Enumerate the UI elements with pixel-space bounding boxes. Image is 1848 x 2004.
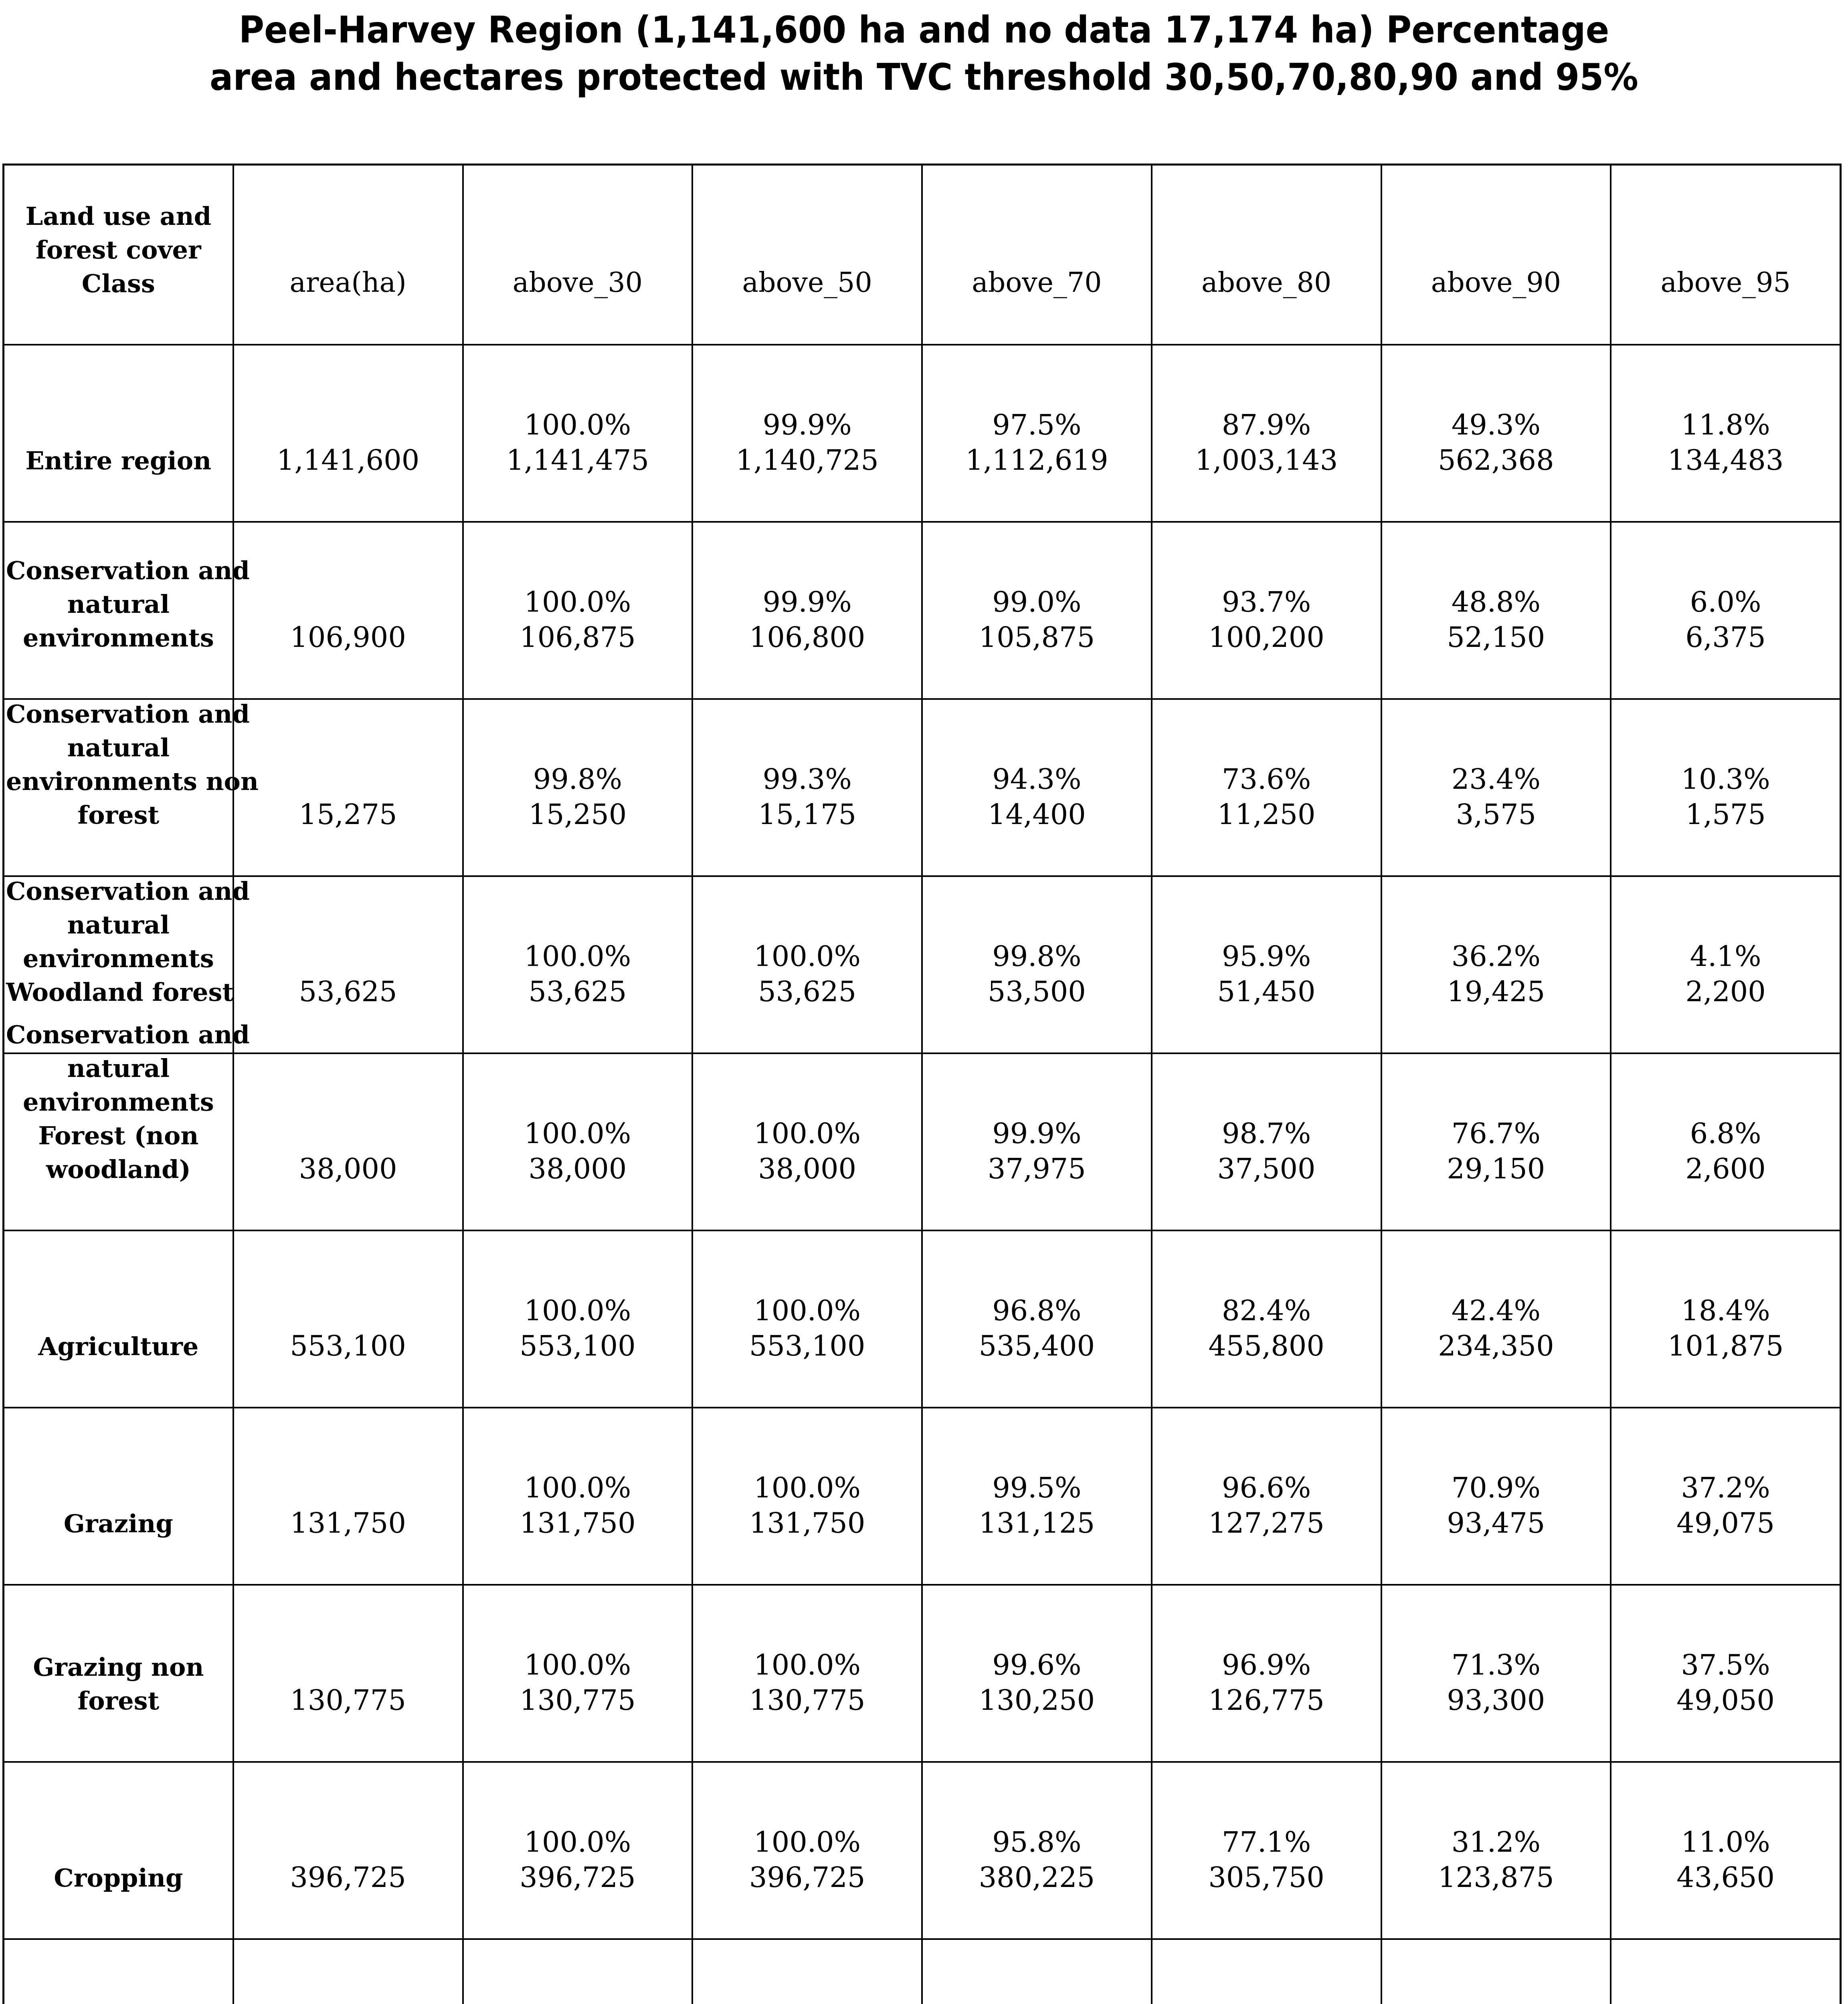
data-cell-5-above_70: 96.8% 535,400 xyxy=(922,1230,1152,1408)
data-cell-9-above_30: 100.0%24,625 xyxy=(463,1939,693,2004)
data-cell-2-above_70: 94.3% 14,400 xyxy=(922,699,1152,876)
data-cell-8-above_30: 100.0% 396,725 xyxy=(463,1762,693,1939)
row-label-6: Grazing xyxy=(4,1408,233,1585)
data-cell-6-above_95: 37.2% 49,075 xyxy=(1611,1408,1840,1585)
data-cell-8-above_70: 95.8% 380,225 xyxy=(922,1762,1152,1939)
data-cell-9-above_70: 97.7%24,050 xyxy=(922,1939,1152,2004)
data-cell-2-above_90: 23.4% 3,575 xyxy=(1381,699,1611,876)
area-cell-7: 130,775 xyxy=(233,1585,463,1762)
data-cell-1-above_70: 99.0% 105,875 xyxy=(922,522,1152,699)
row-label-0: Entire region xyxy=(4,345,233,522)
row-label-1: Conservation and natural environments xyxy=(4,522,250,699)
data-cell-6-above_90: 70.9% 93,475 xyxy=(1381,1408,1611,1585)
data-cell-6-above_30: 100.0% 131,750 xyxy=(463,1408,693,1585)
data-cell-5-above_95: 18.4% 101,875 xyxy=(1611,1230,1840,1408)
data-cell-0-above_50: 99.9% 1,140,725 xyxy=(692,345,922,522)
data-cell-4-above_95: 6.8% 2,600 xyxy=(1611,1053,1840,1230)
data-cell-0-above_70: 97.5% 1,112,619 xyxy=(922,345,1152,522)
data-cell-1-above_90: 48.8% 52,150 xyxy=(1381,522,1611,699)
data-cell-1-above_80: 93.7% 100,200 xyxy=(1151,522,1381,699)
data-cell-4-above_70: 99.9% 37,975 xyxy=(922,1053,1152,1230)
data-cell-7-above_70: 99.6% 130,250 xyxy=(922,1585,1152,1762)
data-cell-5-above_50: 100.0% 553,100 xyxy=(692,1230,922,1408)
area-cell-1: 106,900 xyxy=(233,522,463,699)
area-cell-2: 15,275 xyxy=(233,699,463,876)
data-cell-0-above_80: 87.9% 1,003,143 xyxy=(1151,345,1381,522)
page-title-line1: Peel-Harvey Region (1,141,600 ha and no … xyxy=(239,8,1609,51)
area-cell-8: 396,725 xyxy=(233,1762,463,1939)
row-label-5: Agriculture xyxy=(4,1230,233,1408)
data-cell-6-above_50: 100.0% 131,750 xyxy=(692,1408,922,1585)
row-label-8: Cropping xyxy=(4,1762,233,1939)
data-cell-5-above_30: 100.0% 553,100 xyxy=(463,1230,693,1408)
land-use-table: Land use and forest cover Class area(ha) abo… xyxy=(2,164,1842,2004)
col-header-above_30: above_30 xyxy=(463,165,693,345)
data-cell-4-above_30: 100.0% 38,000 xyxy=(463,1053,693,1230)
data-cell-3-above_30: 100.0% 53,625 xyxy=(463,876,693,1053)
area-cell-9: 24,625 xyxy=(233,1939,463,2004)
page-title-line2: area and hectares protected with TVC thr… xyxy=(210,56,1638,99)
area-cell-3: 53,625 xyxy=(233,876,463,1053)
data-cell-3-above_70: 99.8% 53,500 xyxy=(922,876,1152,1053)
data-cell-1-above_50: 99.9% 106,800 xyxy=(692,522,922,699)
data-cell-9-above_95: 37.2%9,150 xyxy=(1611,1939,1840,2004)
col-header-above_95: above_95 xyxy=(1611,165,1840,345)
col-header-class: Land use and forest cover Class xyxy=(4,165,233,345)
data-cell-4-above_80: 98.7% 37,500 xyxy=(1151,1053,1381,1230)
data-cell-5-above_90: 42.4% 234,350 xyxy=(1381,1230,1611,1408)
col-header-above_90: above_90 xyxy=(1381,165,1611,345)
row-label-4: Conservation and natural environments Fores… xyxy=(4,1020,250,1230)
data-cell-6-above_80: 96.6% 127,275 xyxy=(1151,1408,1381,1585)
row-label-2: Conservation and natural environments non f… xyxy=(4,699,259,876)
data-cell-8-above_80: 77.1% 305,750 xyxy=(1151,1762,1381,1939)
data-cell-7-above_90: 71.3% 93,300 xyxy=(1381,1585,1611,1762)
row-label-7: Grazing non forest xyxy=(4,1585,233,1762)
data-cell-7-above_95: 37.5% 49,050 xyxy=(1611,1585,1840,1762)
col-header-above_50: above_50 xyxy=(692,165,922,345)
data-cell-2-above_80: 73.6% 11,250 xyxy=(1151,699,1381,876)
area-cell-0: 1,141,600 xyxy=(233,345,463,522)
data-cell-5-above_80: 82.4% 455,800 xyxy=(1151,1230,1381,1408)
area-cell-6: 131,750 xyxy=(233,1408,463,1585)
data-cell-0-above_95: 11.8% 134,483 xyxy=(1611,345,1840,522)
data-cell-1-above_30: 100.0% 106,875 xyxy=(463,522,693,699)
data-cell-0-above_90: 49.3% 562,368 xyxy=(1381,345,1611,522)
data-cell-7-above_80: 96.9% 126,775 xyxy=(1151,1585,1381,1762)
col-header-above_70: above_70 xyxy=(922,165,1152,345)
data-cell-8-above_50: 100.0% 396,725 xyxy=(692,1762,922,1939)
row-label-3: Conservation and natural environments Woodl… xyxy=(4,876,250,1053)
data-cell-9-above_90: 69.0%17,000 xyxy=(1381,1939,1611,2004)
page-title: Peel-Harvey Region (1,141,600 ha and no … xyxy=(55,6,1792,101)
data-cell-8-above_90: 31.2% 123,875 xyxy=(1381,1762,1611,1939)
data-cell-6-above_70: 99.5% 131,125 xyxy=(922,1408,1152,1585)
data-cell-3-above_80: 95.9% 51,450 xyxy=(1151,876,1381,1053)
data-cell-0-above_30: 100.0% 1,141,475 xyxy=(463,345,693,522)
data-cell-2-above_30: 99.8% 15,250 xyxy=(463,699,693,876)
data-cell-3-above_95: 4.1% 2,200 xyxy=(1611,876,1840,1053)
data-cell-7-above_30: 100.0% 130,775 xyxy=(463,1585,693,1762)
data-cell-1-above_95: 6.0% 6,375 xyxy=(1611,522,1840,699)
area-cell-4: 38,000 xyxy=(233,1053,463,1230)
data-cell-3-above_90: 36.2% 19,425 xyxy=(1381,876,1611,1053)
row-label-9: Irrigation xyxy=(4,1939,233,2004)
data-cell-4-above_50: 100.0% 38,000 xyxy=(692,1053,922,1230)
data-cell-4-above_90: 76.7% 29,150 xyxy=(1381,1053,1611,1230)
col-header-area: area(ha) xyxy=(233,165,463,345)
data-cell-2-above_50: 99.3% 15,175 xyxy=(692,699,922,876)
data-cell-8-above_95: 11.0% 43,650 xyxy=(1611,1762,1840,1939)
data-cell-9-above_50: 100.0%24,625 xyxy=(692,1939,922,2004)
data-cell-7-above_50: 100.0% 130,775 xyxy=(692,1585,922,1762)
col-header-above_80: above_80 xyxy=(1151,165,1381,345)
data-cell-3-above_50: 100.0% 53,625 xyxy=(692,876,922,1053)
data-cell-9-above_80: 92.5%22,775 xyxy=(1151,1939,1381,2004)
data-cell-2-above_95: 10.3% 1,575 xyxy=(1611,699,1840,876)
area-cell-5: 553,100 xyxy=(233,1230,463,1408)
